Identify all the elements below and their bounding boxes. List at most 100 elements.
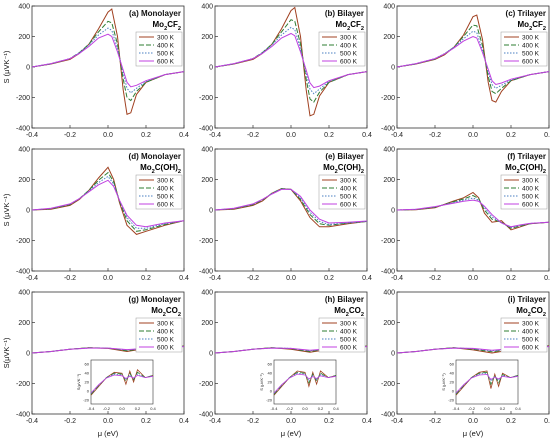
x-tick-label: 0.0 (468, 275, 478, 282)
panel-title: (i) Trilayer (508, 295, 546, 304)
y-tick-label: -400 (381, 269, 395, 276)
legend-entry: 600 K (522, 202, 540, 209)
x-tick-label: 0.0 (468, 132, 478, 139)
inset-y-tick-label: 0 (270, 389, 273, 394)
x-tick-label: -0.4 (26, 132, 38, 139)
y-tick-label: 0 (209, 208, 213, 215)
x-tick-label: 0.0 (286, 275, 296, 282)
y-tick-label: 200 (383, 177, 395, 184)
x-tick-label: 0.4 (179, 418, 189, 425)
panel-title: (h) Bilayer (325, 295, 364, 304)
x-tick-label: 0.2 (141, 418, 151, 425)
x-tick-label: -0.2 (64, 418, 76, 425)
y-tick-label: -200 (16, 238, 30, 245)
inset-frame (90, 359, 154, 405)
inset-y-tick-label: 0 (452, 389, 455, 394)
y-tick-label: 0 (209, 65, 213, 72)
legend-box (318, 174, 366, 210)
legend-entry: 300 K (340, 321, 358, 328)
material-label: Mo2CF2 (153, 20, 181, 32)
x-tick-label: 0.0 (286, 132, 296, 139)
series-line-600k (214, 32, 368, 89)
x-tick-label: 0.4 (544, 418, 550, 425)
y-tick-label: 200 (18, 177, 30, 184)
y-tick-label: 400 (201, 4, 213, 11)
inset-x-tick-label: 0.2 (135, 406, 141, 411)
y-tick-label: 0 (209, 351, 213, 358)
x-tick-label: -0.2 (64, 275, 76, 282)
y-axis-label: S (μVK⁻¹) (2, 193, 11, 226)
x-tick-label: -0.2 (247, 275, 259, 282)
panel-f: -0.4 -0.2 0.0 0.2 0.4 -400 -200 0 200 400 (f) Tril… (381, 147, 550, 283)
y-axis-label: S (μVK⁻¹) (2, 50, 11, 83)
y-tick-label: -200 (381, 381, 395, 388)
y-tick-label: -400 (381, 412, 395, 419)
panel-e: -0.4 -0.2 0.0 0.2 0.4 -400 -200 0 200 400 (e) Bila… (199, 147, 372, 283)
y-tick-label: 200 (18, 320, 30, 327)
inset-x-tick-label: -0.4 (271, 406, 279, 411)
inset-y-axis-label: S(μVK⁻¹) (76, 373, 81, 390)
inset-y-tick-label: 60 (268, 362, 273, 367)
legend-entry: 600 K (340, 202, 358, 209)
y-tick-label: 400 (383, 290, 395, 297)
y-tick-label: 400 (18, 4, 30, 11)
panel-a: -0.4 -0.2 0.0 0.2 0.4 -400 -200 0 200 400 (a) Mono… (2, 4, 189, 140)
inset-y-tick-label: 40 (268, 371, 273, 376)
x-tick-label: 0.4 (362, 132, 372, 139)
legend-entry: 600 K (157, 345, 175, 352)
panel-b: -0.4 -0.2 0.0 0.2 0.4 -400 -200 0 200 400 (b) Bila… (199, 4, 372, 140)
x-tick-label: -0.4 (391, 418, 403, 425)
x-tick-label: -0.4 (26, 418, 38, 425)
series-line-600k (31, 33, 185, 88)
legend-entry: 600 K (157, 202, 175, 209)
x-tick-label: -0.4 (209, 132, 221, 139)
inset-x-tick-label: 0.0 (119, 406, 125, 411)
legend-box (500, 317, 548, 353)
inset-series-line (273, 371, 337, 395)
y-tick-label: -200 (381, 238, 395, 245)
inset-x-tick-label: 0.0 (484, 406, 490, 411)
series-line-600k (396, 199, 550, 228)
legend-entry: 300 K (157, 35, 175, 42)
x-tick-label: 0.2 (324, 132, 334, 139)
inset-x-tick-label: -0.4 (453, 406, 461, 411)
y-tick-label: -200 (16, 95, 30, 102)
y-tick-label: -200 (199, 95, 213, 102)
y-tick-label: -400 (199, 126, 213, 133)
legend-entry: 400 K (522, 186, 540, 193)
legend-entry: 600 K (340, 59, 358, 66)
series-line-600k (31, 179, 185, 228)
legend-box (135, 174, 183, 210)
x-tick-label: 0.0 (103, 418, 113, 425)
x-tick-label: -0.2 (247, 418, 259, 425)
x-tick-label: 0.4 (544, 132, 550, 139)
y-tick-label: 200 (18, 34, 30, 41)
legend-entry: 600 K (340, 345, 358, 352)
panel-title: (e) Bilayer (325, 152, 364, 161)
legend-entry: 500 K (522, 337, 540, 344)
inset-i: -0.4 -0.2 0.0 0.2 0.4 -20 0 20 40 60 S (μVK⁻¹) (441, 359, 522, 411)
inset-y-tick-label: 20 (450, 380, 455, 385)
inset-y-tick-label: -20 (266, 398, 273, 403)
y-tick-label: 0 (391, 351, 395, 358)
x-tick-label: -0.2 (429, 275, 441, 282)
legend-entry: 600 K (522, 345, 540, 352)
panel-title: (f) Trilayer (507, 152, 546, 161)
x-tick-label: -0.2 (64, 132, 76, 139)
legend-entry: 500 K (340, 337, 358, 344)
y-tick-label: -400 (16, 269, 30, 276)
legend-box (500, 174, 548, 210)
x-tick-label: -0.4 (26, 275, 38, 282)
y-tick-label: 400 (383, 4, 395, 11)
legend-entry: 300 K (157, 321, 175, 328)
legend-entry: 600 K (157, 59, 175, 66)
y-tick-label: -200 (16, 381, 30, 388)
inset-y-tick-label: 60 (85, 362, 90, 367)
panel-title: (d) Monolayer (129, 152, 181, 161)
inset-y-tick-label: 60 (450, 362, 455, 367)
series-line-500k (214, 26, 368, 95)
inset-y-axis-label: S (μVK⁻¹) (441, 373, 446, 391)
material-label: Mo2CF2 (336, 20, 364, 32)
